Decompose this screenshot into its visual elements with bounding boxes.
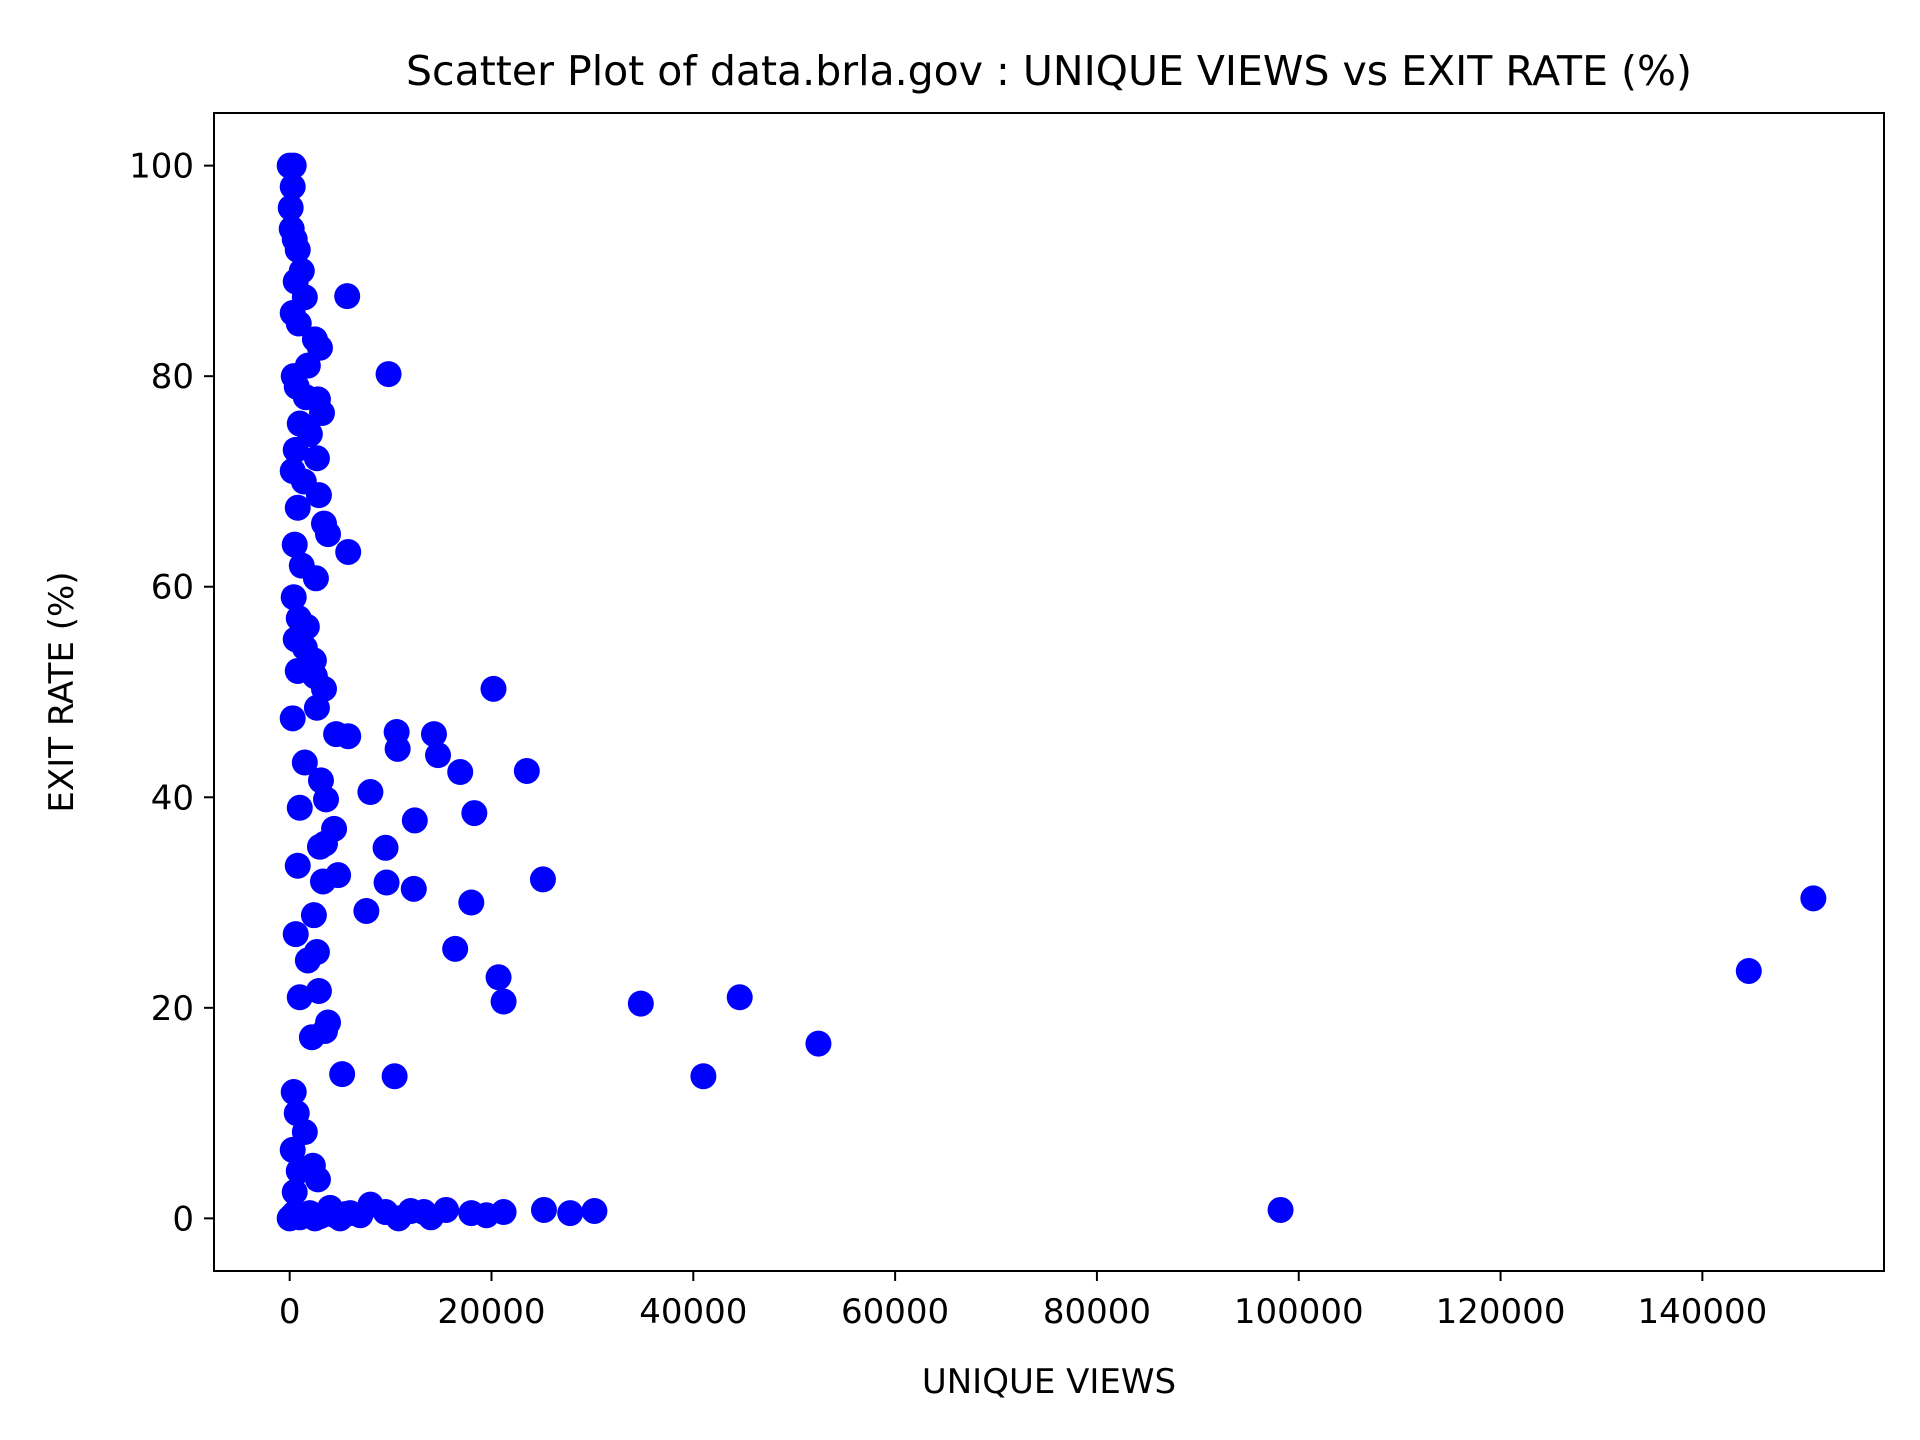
data-point xyxy=(1267,1196,1294,1223)
data-point xyxy=(315,521,342,548)
chart-title: Scatter Plot of data.brla.gov : UNIQUE V… xyxy=(406,47,1692,95)
data-point xyxy=(277,194,304,221)
data-point xyxy=(375,361,402,388)
data-point xyxy=(381,1063,408,1090)
plot-area-frame xyxy=(213,112,1885,1272)
data-point xyxy=(530,1196,557,1223)
data-point xyxy=(581,1197,608,1224)
y-tick-label: 0 xyxy=(172,1199,194,1239)
data-point xyxy=(1800,885,1827,912)
data-point xyxy=(286,984,313,1011)
x-tick-label: 100000 xyxy=(1234,1292,1364,1332)
data-point xyxy=(291,749,318,776)
data-point xyxy=(308,400,335,427)
x-tick-label: 20000 xyxy=(437,1292,545,1332)
data-point xyxy=(335,538,362,565)
data-points xyxy=(276,152,1827,1232)
data-point xyxy=(726,984,753,1011)
data-point xyxy=(300,902,327,929)
data-point xyxy=(384,735,411,762)
y-tick-label: 100 xyxy=(129,147,194,187)
x-tick-label: 40000 xyxy=(639,1292,747,1332)
data-point xyxy=(557,1200,584,1227)
x-axis-label: UNIQUE VIEWS xyxy=(922,1362,1176,1402)
data-point xyxy=(357,779,384,806)
data-point xyxy=(306,833,333,860)
data-point xyxy=(447,759,474,786)
y-axis-ticks: 0 20 40 60 80 100 xyxy=(129,147,214,1239)
y-axis-label: EXIT RATE (%) xyxy=(42,571,82,812)
data-point xyxy=(442,935,469,962)
data-point xyxy=(282,921,309,948)
data-point xyxy=(425,742,452,769)
data-point xyxy=(279,173,306,200)
data-point xyxy=(690,1063,717,1090)
x-tick-label: 120000 xyxy=(1436,1292,1566,1332)
data-point xyxy=(401,807,428,834)
data-point xyxy=(372,834,399,861)
data-point xyxy=(280,584,307,611)
data-point xyxy=(294,947,321,974)
data-point xyxy=(461,800,488,827)
data-point xyxy=(284,236,311,263)
data-point xyxy=(1735,957,1762,984)
data-point xyxy=(284,494,311,521)
x-tick-label: 80000 xyxy=(1043,1292,1151,1332)
data-point xyxy=(285,310,312,337)
data-point xyxy=(490,1199,517,1226)
data-point xyxy=(373,869,400,896)
data-point xyxy=(400,875,427,902)
data-point xyxy=(805,1030,832,1057)
data-point xyxy=(302,565,329,592)
data-point xyxy=(298,1024,325,1051)
y-tick-label: 40 xyxy=(151,778,194,818)
x-axis-ticks: 0 20000 40000 60000 80000 100000 120000 140000 xyxy=(279,1271,1767,1332)
x-tick-label: 60000 xyxy=(841,1292,949,1332)
data-point xyxy=(513,757,540,784)
data-point xyxy=(458,889,485,916)
data-point xyxy=(480,675,507,702)
data-point xyxy=(281,1179,308,1206)
data-point xyxy=(280,152,307,179)
data-point xyxy=(282,436,309,463)
data-point xyxy=(529,866,556,893)
data-point xyxy=(309,868,336,895)
data-point xyxy=(329,1061,356,1088)
data-point xyxy=(281,531,308,558)
data-point xyxy=(304,1166,331,1193)
data-point xyxy=(334,283,361,310)
data-point xyxy=(303,694,330,721)
data-point xyxy=(279,1136,306,1163)
data-point xyxy=(485,964,512,991)
data-point xyxy=(279,705,306,732)
data-point xyxy=(313,786,340,813)
data-point xyxy=(627,990,654,1017)
data-point xyxy=(353,897,380,924)
y-tick-label: 60 xyxy=(151,568,194,608)
data-point xyxy=(286,794,313,821)
data-point xyxy=(335,723,362,750)
y-tick-label: 80 xyxy=(151,357,194,397)
y-tick-label: 20 xyxy=(151,989,194,1029)
data-point xyxy=(420,721,447,748)
data-point xyxy=(433,1196,460,1223)
data-point xyxy=(305,482,332,509)
x-tick-label: 140000 xyxy=(1637,1292,1767,1332)
data-point xyxy=(280,1079,307,1106)
x-tick-label: 0 xyxy=(279,1292,301,1332)
data-point xyxy=(284,852,311,879)
data-point xyxy=(490,988,517,1015)
data-point xyxy=(303,445,330,472)
